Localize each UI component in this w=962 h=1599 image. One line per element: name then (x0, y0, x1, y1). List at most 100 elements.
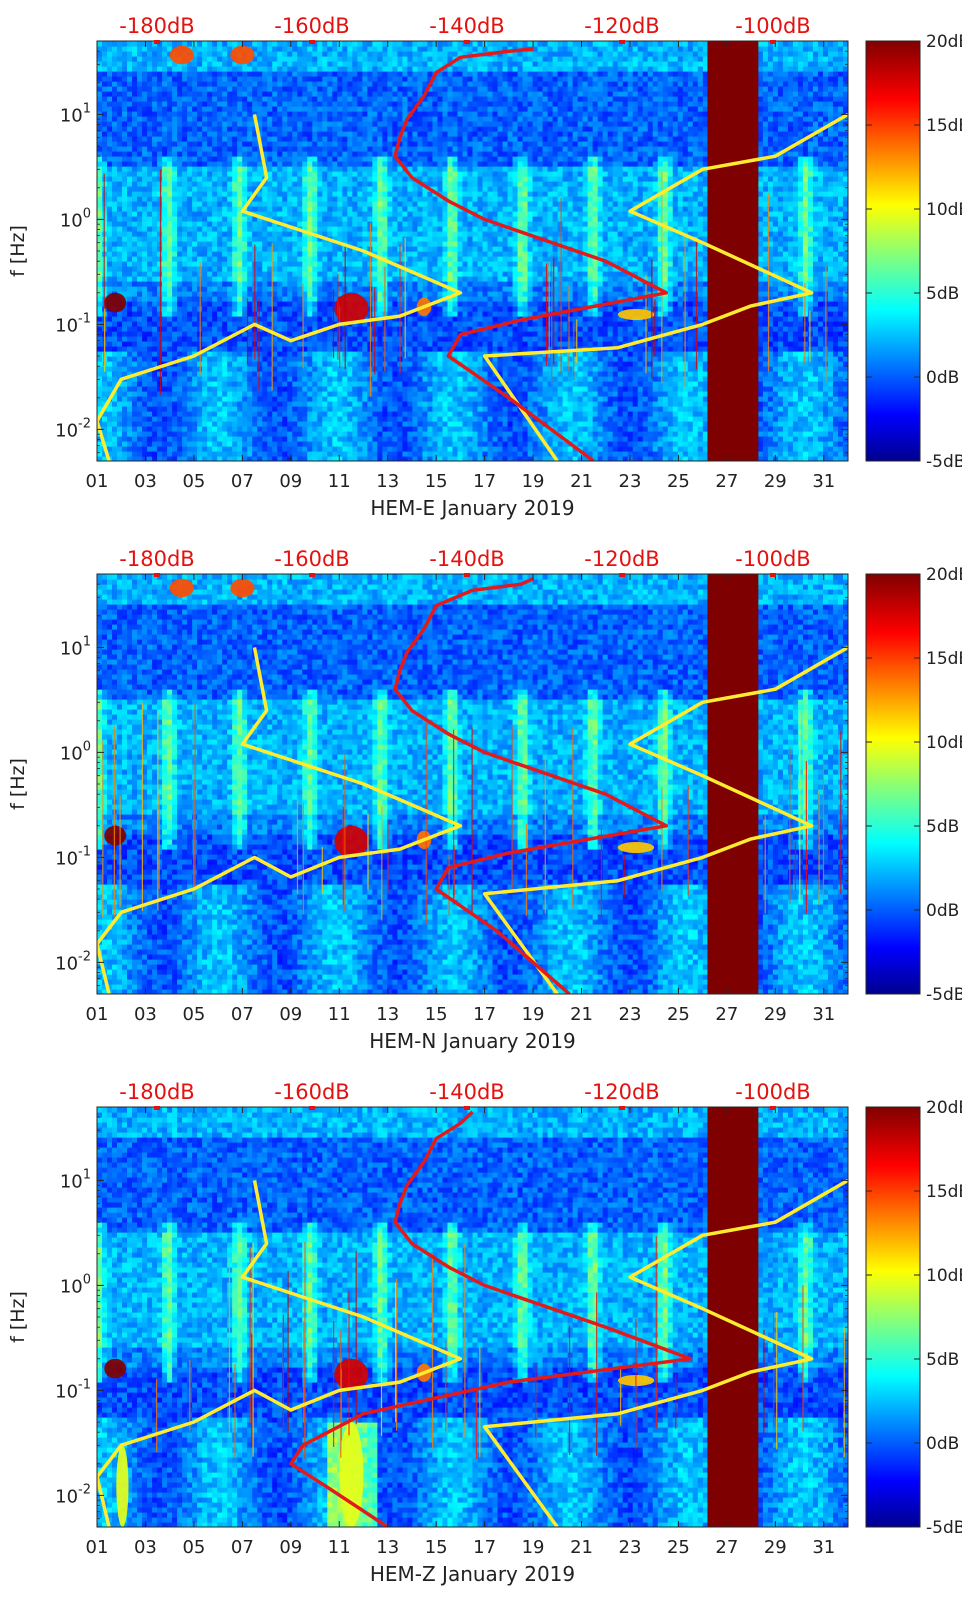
x-tick-label: 13 (376, 1537, 399, 1558)
hot-spot (230, 46, 254, 64)
colorbar-label: 0dB (926, 1434, 959, 1454)
y-tick-label: 10-2 (55, 1482, 91, 1507)
x-tick-label: 15 (425, 1004, 448, 1025)
x-tick-label: 29 (764, 1537, 787, 1558)
colorbar-label: 10dB (926, 1266, 962, 1286)
x-tick-label: 29 (764, 1004, 787, 1025)
x-tick-label: 25 (667, 471, 690, 492)
top-axis-label: -100dB (735, 14, 810, 38)
x-tick-label: 01 (86, 1537, 109, 1558)
hot-spot (116, 1445, 128, 1527)
colorbar-label: -5dB (926, 985, 962, 1005)
y-tick-label: 100 (60, 739, 91, 764)
colorbar-label: 0dB (926, 368, 959, 388)
hot-spot (104, 826, 126, 846)
top-axis-label: -160dB (274, 547, 349, 571)
top-axis-label: -100dB (735, 1080, 810, 1104)
x-tick-label: 27 (715, 1537, 738, 1558)
y-axis-label: f [Hz] (7, 225, 29, 277)
x-tick-label: 23 (619, 1537, 642, 1558)
hot-spot (170, 579, 194, 597)
top-axis-label: -140dB (429, 1080, 504, 1104)
colorbar-label: 20dB (926, 565, 962, 585)
x-tick-label: 19 (522, 1004, 545, 1025)
x-tick-label: 11 (328, 1004, 351, 1025)
x-tick-label: 07 (231, 471, 254, 492)
x-tick-label: 15 (425, 471, 448, 492)
colorbar-label: 5dB (926, 1350, 959, 1370)
x-tick-label: 31 (812, 1004, 835, 1025)
colorbar: 20dB15dB10dB5dB0dB-5dB (866, 1098, 962, 1538)
top-axis-label: -180dB (119, 547, 194, 571)
x-tick-label: 03 (134, 471, 157, 492)
colorbar-label: 15dB (926, 1182, 962, 1202)
x-tick-label: 23 (619, 1004, 642, 1025)
x-tick-label: 19 (522, 471, 545, 492)
x-tick-label: 17 (473, 1537, 496, 1558)
top-axis-label: -180dB (119, 1080, 194, 1104)
top-axis-label: -180dB (119, 14, 194, 38)
x-tick-label: 29 (764, 471, 787, 492)
y-tick-label: 101 (60, 634, 91, 659)
x-tick-label: 09 (279, 471, 302, 492)
x-tick-label: 23 (619, 471, 642, 492)
y-tick-label: 10-1 (55, 1377, 91, 1402)
top-axis-label: -140dB (429, 547, 504, 571)
x-tick-label: 01 (86, 1004, 109, 1025)
data-gap (707, 1107, 758, 1527)
x-tick-label: 25 (667, 1004, 690, 1025)
x-tick-label: 17 (473, 1004, 496, 1025)
top-axis-label: -160dB (274, 14, 349, 38)
x-tick-label: 05 (182, 471, 205, 492)
colorbar-label: 20dB (926, 32, 962, 52)
colorbar-label: 10dB (926, 200, 962, 220)
x-axis-label: HEM-Z January 2019 (370, 1562, 575, 1586)
x-tick-label: 03 (134, 1004, 157, 1025)
top-axis-label: -140dB (429, 14, 504, 38)
x-tick-label: 11 (328, 471, 351, 492)
x-tick-label: 25 (667, 1537, 690, 1558)
x-axis-label: HEM-N January 2019 (369, 1029, 576, 1053)
y-tick-label: 10-2 (55, 416, 91, 441)
x-tick-label: 21 (570, 471, 593, 492)
x-tick-label: 07 (231, 1004, 254, 1025)
hot-spot (170, 46, 194, 64)
x-tick-label: 27 (715, 1004, 738, 1025)
hot-spot (339, 1422, 363, 1527)
y-tick-label: 10-1 (55, 844, 91, 869)
panel-3: 01 03 05 07 09 11 13 15 17 19 21 23 25 27 29 3110-210-1… (7, 1080, 962, 1586)
y-tick-label: 100 (60, 206, 91, 231)
top-axis-label: -120dB (584, 1080, 659, 1104)
x-tick-label: 27 (715, 471, 738, 492)
colorbar: 20dB15dB10dB5dB0dB-5dB (866, 32, 962, 472)
x-tick-label: 01 (86, 471, 109, 492)
x-tick-label: 31 (812, 471, 835, 492)
hot-spot (618, 309, 654, 320)
colorbar-label: -5dB (926, 1518, 962, 1538)
x-tick-label: 15 (425, 1537, 448, 1558)
x-tick-label: 09 (279, 1004, 302, 1025)
data-gap (707, 41, 758, 461)
top-axis-label: -120dB (584, 547, 659, 571)
colorbar-label: 10dB (926, 733, 962, 753)
x-axis-label: HEM-E January 2019 (370, 496, 574, 520)
y-tick-label: 101 (60, 1167, 91, 1192)
colorbar-label: 15dB (926, 649, 962, 669)
hot-spot (104, 293, 126, 313)
hot-spot (230, 579, 254, 597)
data-gap (707, 574, 758, 994)
colorbar-label: 0dB (926, 901, 959, 921)
y-tick-label: 10-2 (55, 949, 91, 974)
x-tick-label: 03 (134, 1537, 157, 1558)
top-axis-label: -120dB (584, 14, 659, 38)
y-tick-label: 100 (60, 1272, 91, 1297)
colorbar-label: -5dB (926, 452, 962, 472)
colorbar: 20dB15dB10dB5dB0dB-5dB (866, 565, 962, 1005)
y-axis-label: f [Hz] (7, 758, 29, 810)
y-tick-label: 10-1 (55, 311, 91, 336)
y-axis-label: f [Hz] (7, 1291, 29, 1343)
x-tick-label: 09 (279, 1537, 302, 1558)
panel-1: 01 03 05 07 09 11 13 15 17 19 21 23 25 27 29 3110-210-1… (7, 14, 962, 520)
x-tick-label: 13 (376, 471, 399, 492)
